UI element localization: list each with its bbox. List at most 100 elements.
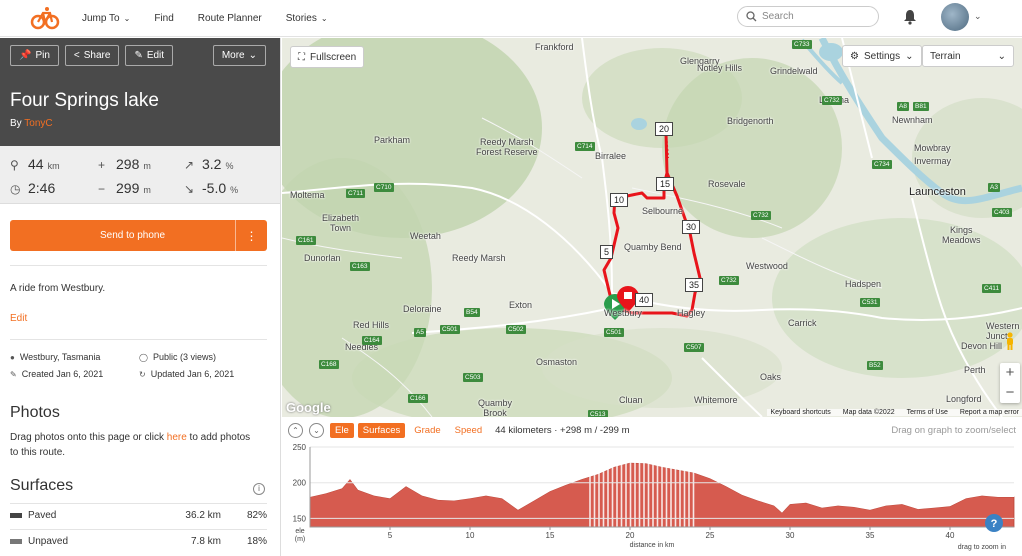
map-settings-button[interactable]: ⚙ Settings ⌄ — [842, 45, 922, 67]
nav-stories[interactable]: Stories ⌄ — [286, 13, 328, 24]
km-marker: 20 — [655, 122, 674, 136]
street-view-pegman-icon[interactable] — [1004, 332, 1016, 350]
map-terrain — [282, 38, 1022, 417]
surfaces-heading: Surfaces — [10, 477, 74, 494]
clock-icon: ◷ — [10, 182, 21, 196]
elev-gain-value: 298 — [116, 156, 140, 172]
road-shield: C161 — [296, 236, 316, 245]
edit-description-link[interactable]: Edit — [10, 313, 28, 324]
place-label: Elizabeth Town — [322, 213, 360, 233]
road-shield: C732 — [719, 276, 739, 285]
created-text: Created Jan 6, 2021 — [21, 369, 104, 379]
km-marker: 10 — [610, 193, 629, 207]
route-actions: 📌 Pin < Share ✎ Edit More ⌄ — [10, 45, 266, 66]
x-tick-label: 15 — [546, 531, 555, 540]
grade-down-unit: % — [230, 185, 239, 195]
place-label: Cluan — [619, 395, 643, 405]
road-shield: C501 — [604, 328, 624, 337]
place-label: Longford — [946, 394, 982, 404]
tab-speed[interactable]: Speed — [454, 424, 483, 436]
y-tick-label: 200 — [293, 479, 307, 488]
keyboard-shortcuts-link[interactable]: Keyboard shortcuts — [770, 409, 831, 416]
place-label: Deloraine — [403, 304, 442, 314]
stat-distance: ⚲ 44 km — [10, 156, 60, 172]
route-map[interactable]: ⛶ Fullscreen ⚙ Settings ⌄ Terrain ⌄ Fran… — [282, 38, 1022, 417]
road-shield: C513 — [588, 410, 608, 417]
nav-find-label: Find — [154, 12, 174, 24]
map-data-text: Map data ©2022 — [842, 409, 895, 416]
terms-link[interactable]: Terms of Use — [906, 409, 948, 416]
photos-heading: Photos — [10, 404, 60, 421]
pin-button[interactable]: 📌 Pin — [10, 45, 59, 66]
zoom-hint: drag to zoom in — [958, 544, 1006, 551]
tab-surfaces[interactable]: Surfaces — [357, 422, 406, 438]
stat-grade-up: ↗ 3.2 % — [184, 156, 233, 172]
chevron-down-icon: ⌄ — [123, 13, 131, 23]
user-avatar[interactable] — [941, 3, 969, 31]
zoom-in-icon[interactable]: + — [1005, 364, 1015, 381]
author-link[interactable]: TonyC — [24, 118, 53, 129]
paved-swatch-icon — [10, 513, 22, 518]
search-box — [737, 6, 879, 27]
distance-unit: km — [47, 161, 60, 171]
tab-grade[interactable]: Grade — [414, 424, 441, 436]
road-shield: C501 — [440, 325, 460, 334]
x-tick-label: 35 — [866, 531, 875, 540]
share-button[interactable]: < Share — [64, 45, 120, 66]
kebab-menu-icon[interactable]: ⋮ — [235, 220, 267, 251]
place-label: Mowbray — [914, 143, 951, 153]
road-shield: C163 — [350, 262, 370, 271]
chevron-up-icon[interactable]: ⌃ — [288, 422, 303, 438]
report-error-link[interactable]: Report a map error — [959, 409, 1019, 416]
road-shield: C714 — [575, 142, 595, 151]
place-label: Frankford — [535, 42, 574, 52]
photos-upload-link[interactable]: here — [166, 432, 187, 443]
notifications-bell-icon[interactable] — [903, 9, 917, 25]
ridewithgps-logo-icon[interactable] — [30, 3, 60, 33]
road-shield: C734 — [872, 160, 892, 169]
grade-up-unit: % — [225, 161, 234, 171]
place-label: Devon Hill — [961, 341, 1003, 351]
road-shield: C507 — [684, 343, 704, 352]
elevation-toolbar: ⌃ ⌄ Ele Surfaces Grade Speed 44 kilomete… — [288, 421, 1016, 439]
fullscreen-button[interactable]: ⛶ Fullscreen — [290, 46, 365, 68]
nav-route-planner[interactable]: Route Planner — [198, 13, 262, 24]
map-layer-select[interactable]: Terrain ⌄ — [922, 45, 1014, 67]
km-marker: 5 — [600, 245, 614, 259]
y-axis-label: ele — [295, 528, 304, 535]
photos-instructions: Drag photos onto this page or click here… — [10, 430, 260, 460]
chevron-down-icon[interactable]: ⌄ — [309, 422, 324, 438]
nav-find[interactable]: Find — [154, 13, 173, 24]
road-shield: A5 — [414, 328, 426, 337]
route-stats: ⚲ 44 km ◷ 2:46 + 298 m − 299 m ↗ 3.2 % ↘… — [0, 146, 280, 204]
time-value: 2:46 — [28, 180, 56, 196]
road-shield: A3 — [988, 183, 1000, 192]
chevron-down-icon[interactable]: ⌄ — [974, 11, 982, 21]
search-input[interactable] — [762, 11, 862, 22]
elevation-chart[interactable]: 150 200 250 5 10 15 20 25 30 35 40 ele(m) distance i… — [282, 441, 1022, 556]
route-created: ✎ Created Jan 6, 2021 — [10, 369, 103, 379]
info-icon[interactable]: i — [253, 483, 265, 495]
nav-jump-to[interactable]: Jump To ⌄ — [82, 13, 130, 24]
place-label: Weetah — [410, 231, 441, 241]
place-label: Western Junct — [986, 321, 1020, 341]
more-button[interactable]: More ⌄ — [212, 45, 266, 66]
route-header: 📌 Pin < Share ✎ Edit More ⌄ Four Springs… — [0, 38, 280, 146]
place-label: Hadspen — [845, 279, 882, 289]
help-icon[interactable] — [985, 514, 1003, 532]
road-shield: B52 — [867, 361, 883, 370]
km-marker: 30 — [682, 220, 701, 234]
divider — [10, 339, 267, 340]
send-to-phone-button[interactable]: Send to phone ⋮ — [10, 220, 267, 251]
zoom-out-icon[interactable]: − — [1005, 384, 1015, 401]
y-axis-label: (m) — [295, 536, 306, 543]
road-shield: B54 — [464, 308, 480, 317]
surface-km: 36.2 km — [185, 510, 221, 521]
settings-label: Settings — [863, 50, 901, 62]
place-label: Launceston — [909, 186, 966, 198]
place-label: Dunorlan — [304, 253, 341, 263]
pin-icon: 📌 — [19, 50, 32, 61]
edit-button[interactable]: ✎ Edit — [125, 45, 174, 66]
minus-icon: − — [98, 182, 106, 196]
tab-ele[interactable]: Ele — [330, 422, 354, 438]
